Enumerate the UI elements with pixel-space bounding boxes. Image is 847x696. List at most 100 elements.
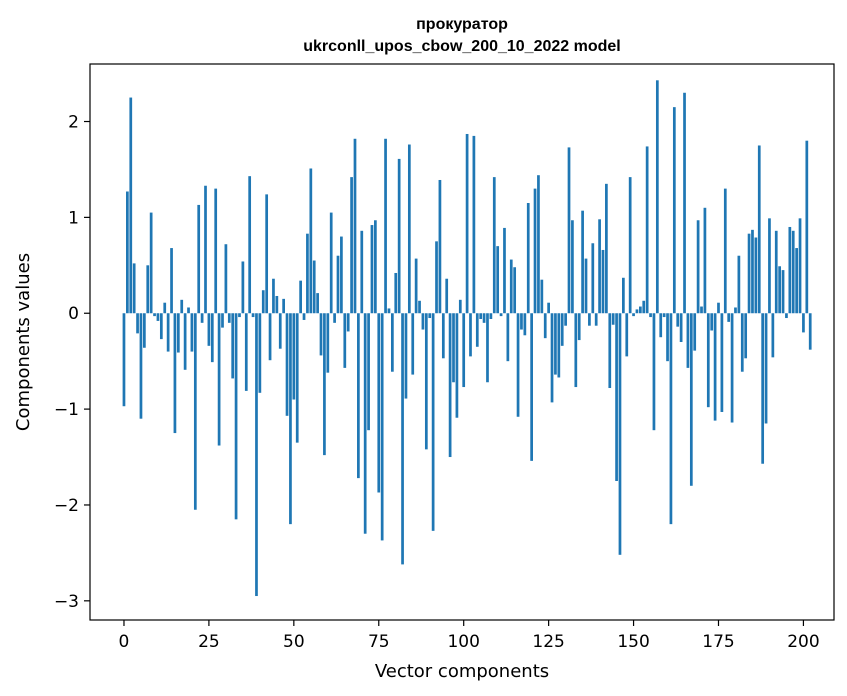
bar: [200, 313, 204, 323]
bar: [554, 313, 557, 375]
bar: [214, 188, 218, 314]
bar: [560, 313, 564, 346]
bar: [248, 176, 252, 314]
bar: [268, 313, 272, 361]
bar: [458, 299, 462, 314]
bar: [808, 313, 812, 350]
bar: [404, 313, 408, 399]
y-tick-label: −1: [54, 400, 79, 420]
bar: [581, 210, 584, 314]
bar: [740, 313, 744, 372]
bar: [445, 278, 449, 314]
bar: [180, 299, 184, 314]
bar: [156, 313, 160, 321]
bar: [363, 313, 367, 534]
bar: [540, 279, 544, 314]
bar: [176, 313, 180, 353]
bar: [394, 272, 398, 314]
bar: [577, 313, 581, 341]
bar: [360, 230, 364, 314]
bar: [523, 313, 527, 336]
bar: [340, 236, 343, 314]
bar: [496, 246, 500, 314]
bar: [768, 218, 771, 314]
bar: [204, 185, 207, 314]
bar: [479, 313, 483, 319]
bar: [333, 313, 336, 323]
bar: [377, 313, 381, 493]
bar: [730, 313, 734, 423]
x-tick-label: 75: [368, 632, 390, 652]
bar: [122, 313, 126, 407]
bar: [652, 313, 656, 431]
bar: [346, 313, 350, 332]
bar: [530, 313, 533, 461]
bar: [435, 241, 438, 314]
bar: [431, 313, 435, 531]
y-tick-label: −3: [54, 592, 79, 612]
y-tick-label: 2: [68, 113, 79, 133]
bar: [754, 237, 758, 314]
y-tick-label: 0: [68, 304, 79, 324]
y-ticks-group: −3 −2 −1 0 1 2: [54, 113, 90, 612]
bar: [295, 313, 299, 443]
bar: [499, 313, 503, 317]
bar: [227, 313, 231, 323]
bar: [244, 313, 248, 391]
x-tick-label: 25: [198, 632, 220, 652]
bar: [465, 133, 469, 314]
bar: [720, 313, 724, 412]
bar: [601, 249, 605, 314]
bar: [584, 258, 588, 314]
bar: [662, 313, 666, 318]
bar: [374, 220, 377, 314]
bar: [571, 220, 574, 314]
bar: [126, 191, 129, 314]
bar: [455, 313, 459, 418]
bar: [329, 212, 333, 314]
bar: [401, 313, 404, 565]
bar: [187, 307, 190, 314]
bar: [391, 313, 394, 372]
bar: [316, 293, 319, 314]
bar: [462, 313, 466, 388]
bar: [221, 313, 224, 328]
bar: [282, 298, 285, 314]
bar: [805, 140, 809, 314]
bar: [482, 313, 486, 323]
bar: [469, 313, 472, 357]
bar: [713, 313, 717, 421]
bar: [717, 302, 720, 314]
bar: [700, 306, 703, 314]
bar: [251, 313, 255, 318]
bar: [533, 188, 537, 314]
bar: [774, 230, 778, 314]
plot-frame: [89, 63, 835, 621]
y-tick-label: 1: [68, 208, 79, 228]
bar: [438, 179, 442, 314]
bar: [781, 270, 785, 314]
bar: [727, 313, 731, 322]
bar: [666, 313, 669, 362]
bar: [492, 177, 496, 314]
bar: [798, 218, 802, 314]
bar: [326, 313, 330, 373]
bar: [734, 307, 737, 314]
bar: [312, 260, 316, 314]
bar: [574, 313, 578, 388]
y-axis-label: Components values: [13, 253, 34, 431]
bar: [642, 300, 646, 314]
bar: [353, 138, 357, 314]
bar: [149, 212, 153, 314]
x-tick-label: 175: [702, 632, 734, 652]
bar: [475, 313, 479, 347]
bar: [791, 230, 795, 314]
bar: [679, 313, 683, 342]
bar: [778, 266, 781, 314]
bar: [370, 225, 374, 314]
bar: [397, 158, 401, 314]
bar: [689, 313, 693, 486]
bar: [241, 261, 245, 314]
bar: [547, 302, 550, 314]
